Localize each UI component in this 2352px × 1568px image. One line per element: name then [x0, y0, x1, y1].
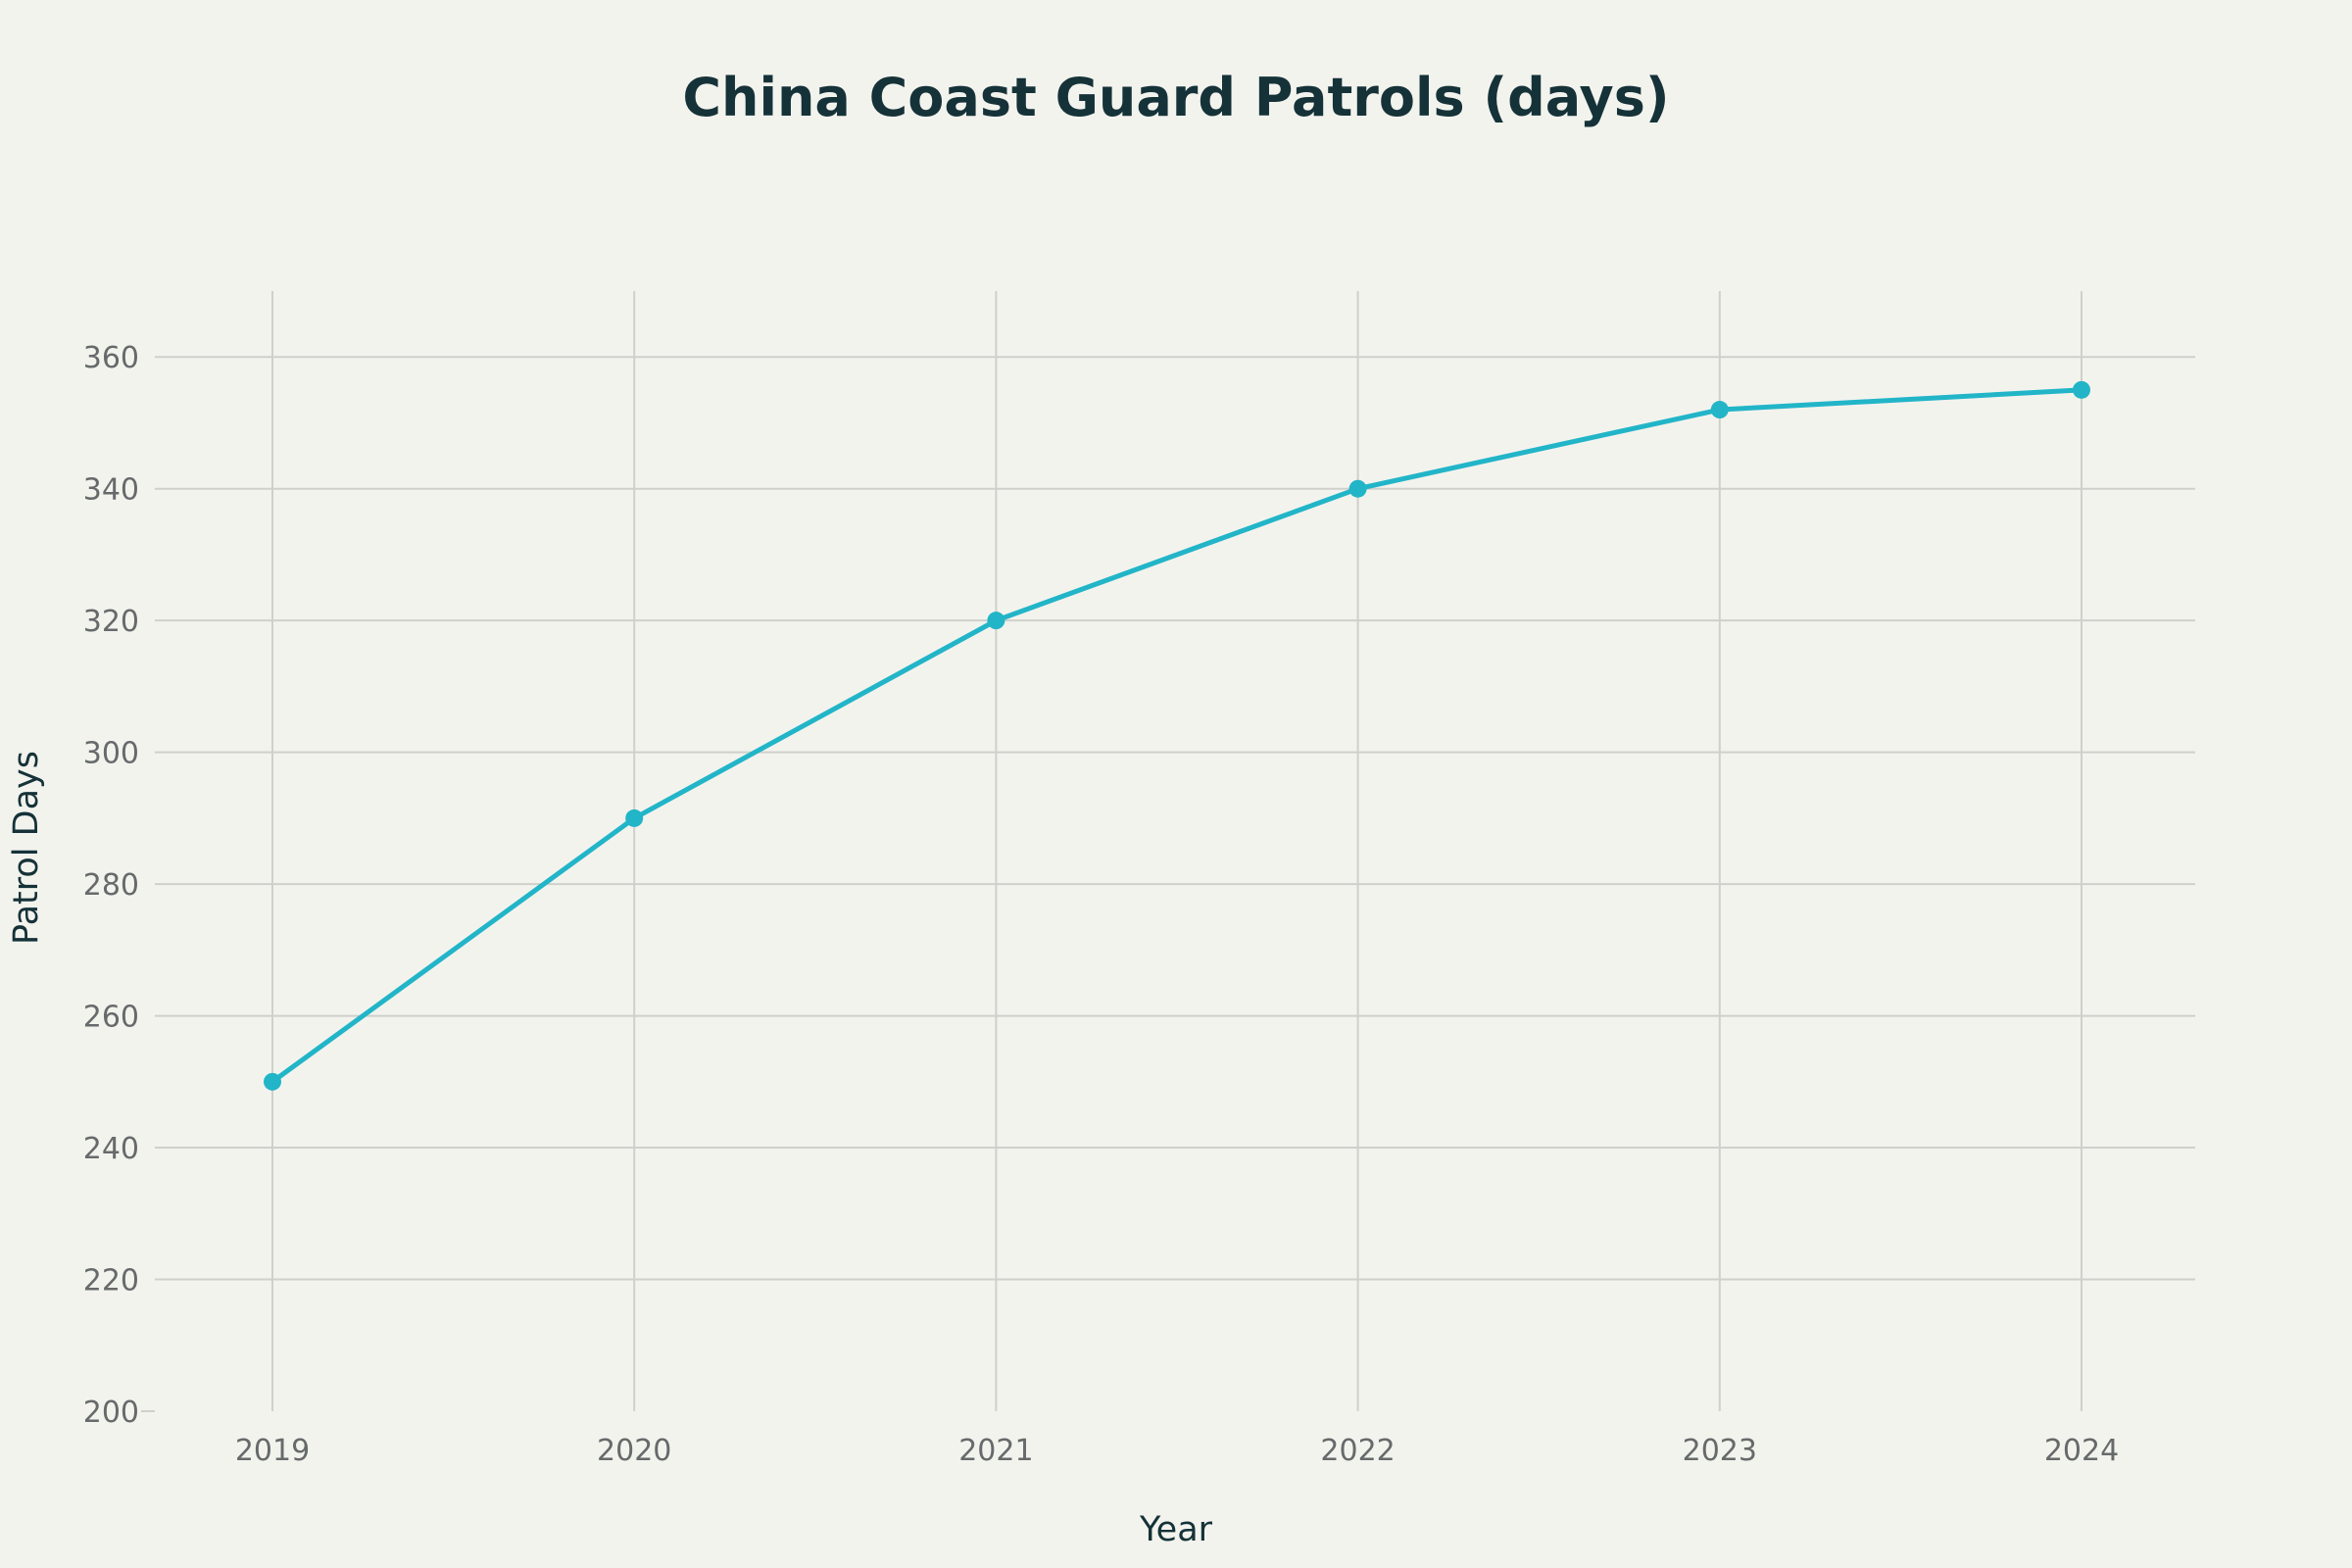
y-tick-label: 240 [83, 1132, 139, 1166]
y-tick-label: 200 [83, 1396, 139, 1430]
series-line [270, 387, 2084, 1085]
data-point-2023[interactable] [1710, 401, 1729, 419]
x-tick-label: 2019 [235, 1434, 310, 1468]
data-point-2020[interactable] [625, 808, 644, 827]
y-tick-label: 220 [83, 1264, 139, 1298]
y-axis-title: Patrol Days [7, 751, 46, 945]
data-point-2019[interactable] [264, 1072, 281, 1091]
x-tick-label: 2020 [597, 1434, 671, 1468]
y-tick-label: 280 [83, 868, 139, 903]
y-tick-label: 340 [83, 473, 139, 508]
grid-layer [141, 291, 2195, 1412]
x-tick-label: 2022 [1320, 1434, 1395, 1468]
x-axis-title: Year [1139, 1510, 1213, 1549]
tick-layer: 200 220 240 260 280 300 320 340 360 2019 2020 2021 2… [83, 341, 2119, 1468]
data-point-2024[interactable] [2073, 380, 2090, 399]
chart-title: China Coast Guard Patrols (days) [682, 67, 1669, 128]
x-tick-label: 2024 [2044, 1434, 2119, 1468]
data-point-2022[interactable] [1348, 479, 1367, 498]
x-tick-label: 2021 [958, 1434, 1033, 1468]
x-tick-label: 2023 [1683, 1434, 1757, 1468]
y-tick-label: 320 [83, 605, 139, 639]
y-tick-label: 260 [83, 1001, 139, 1035]
y-tick-label: 300 [83, 737, 139, 771]
y-tick-label: 360 [83, 341, 139, 375]
series-layer [264, 380, 2090, 1091]
data-point-2021[interactable] [987, 612, 1005, 630]
